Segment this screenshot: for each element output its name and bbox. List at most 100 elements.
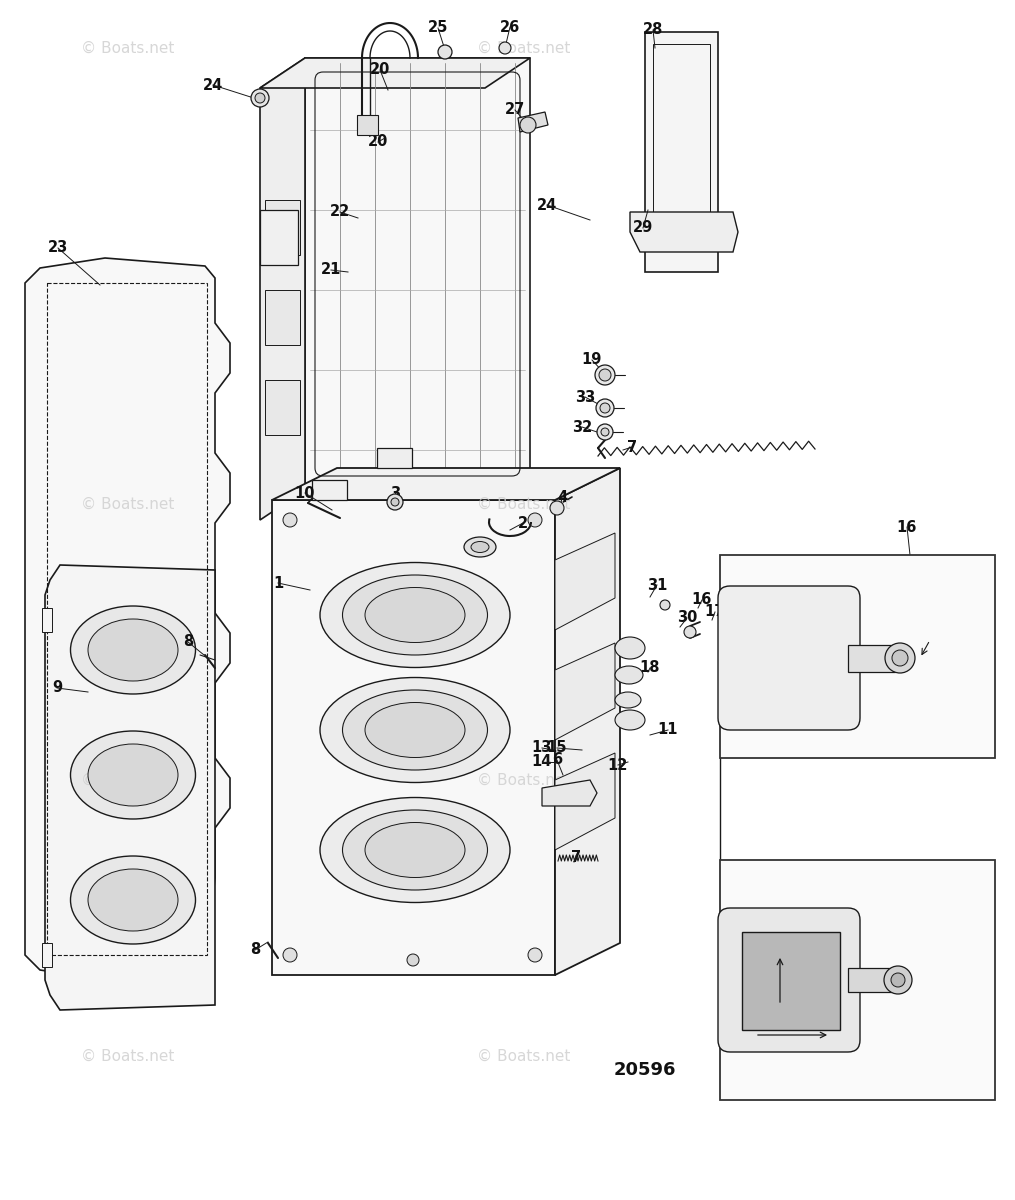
Circle shape bbox=[684, 626, 696, 638]
Circle shape bbox=[499, 42, 511, 54]
Circle shape bbox=[885, 643, 915, 673]
Polygon shape bbox=[555, 643, 615, 740]
Ellipse shape bbox=[471, 541, 489, 552]
Polygon shape bbox=[265, 290, 300, 346]
Polygon shape bbox=[720, 860, 995, 1100]
Polygon shape bbox=[42, 608, 52, 632]
Text: 16: 16 bbox=[692, 593, 713, 607]
Text: 13: 13 bbox=[532, 740, 552, 756]
Polygon shape bbox=[265, 200, 300, 254]
Polygon shape bbox=[742, 932, 840, 1030]
Text: 20596: 20596 bbox=[614, 1061, 676, 1079]
Ellipse shape bbox=[88, 744, 178, 806]
Circle shape bbox=[892, 650, 908, 666]
Polygon shape bbox=[377, 448, 412, 468]
Circle shape bbox=[600, 403, 610, 413]
Text: 21: 21 bbox=[321, 263, 341, 277]
Text: 14: 14 bbox=[837, 1044, 859, 1060]
Text: 32: 32 bbox=[571, 420, 592, 434]
Text: 8: 8 bbox=[250, 942, 260, 958]
Circle shape bbox=[660, 600, 670, 610]
Circle shape bbox=[251, 89, 269, 107]
Text: © Boats.net: © Boats.net bbox=[477, 1049, 570, 1063]
Polygon shape bbox=[848, 646, 895, 672]
Polygon shape bbox=[555, 754, 615, 850]
Text: 5: 5 bbox=[478, 539, 488, 553]
Circle shape bbox=[528, 514, 542, 527]
Text: 15: 15 bbox=[547, 740, 567, 756]
Text: © Boats.net: © Boats.net bbox=[477, 773, 570, 787]
Ellipse shape bbox=[342, 810, 487, 890]
Polygon shape bbox=[357, 115, 378, 134]
Polygon shape bbox=[260, 58, 304, 520]
Text: 11: 11 bbox=[658, 722, 678, 738]
Polygon shape bbox=[555, 468, 620, 974]
Ellipse shape bbox=[320, 798, 510, 902]
Circle shape bbox=[596, 398, 614, 416]
Text: 29: 29 bbox=[633, 221, 653, 235]
Text: © Boats.net: © Boats.net bbox=[81, 41, 175, 55]
Text: 26: 26 bbox=[499, 19, 520, 35]
Polygon shape bbox=[518, 112, 548, 132]
Text: 11: 11 bbox=[783, 563, 803, 577]
Ellipse shape bbox=[615, 692, 641, 708]
Text: 3: 3 bbox=[360, 860, 370, 876]
Text: 16: 16 bbox=[897, 520, 918, 534]
Text: 10: 10 bbox=[294, 486, 316, 500]
Text: 8: 8 bbox=[183, 635, 193, 649]
Text: 1: 1 bbox=[273, 576, 283, 590]
Polygon shape bbox=[272, 500, 555, 974]
Polygon shape bbox=[272, 468, 620, 500]
Circle shape bbox=[528, 948, 542, 962]
Polygon shape bbox=[265, 380, 300, 434]
Text: 20: 20 bbox=[369, 62, 390, 78]
Text: 23: 23 bbox=[48, 240, 68, 256]
Text: 18: 18 bbox=[893, 1043, 914, 1057]
Circle shape bbox=[520, 116, 536, 133]
Text: 13: 13 bbox=[818, 558, 838, 572]
Text: 17: 17 bbox=[704, 605, 725, 619]
Text: 31: 31 bbox=[647, 577, 667, 593]
Ellipse shape bbox=[365, 588, 465, 642]
Text: 6: 6 bbox=[552, 752, 562, 768]
Circle shape bbox=[550, 502, 564, 515]
FancyBboxPatch shape bbox=[718, 586, 860, 730]
Ellipse shape bbox=[320, 563, 510, 667]
Ellipse shape bbox=[615, 666, 642, 684]
Text: 25: 25 bbox=[427, 20, 449, 36]
Text: 12: 12 bbox=[608, 757, 628, 773]
Polygon shape bbox=[542, 780, 597, 806]
Ellipse shape bbox=[88, 869, 178, 931]
Text: 24: 24 bbox=[537, 198, 557, 212]
Text: 9: 9 bbox=[52, 680, 62, 696]
Polygon shape bbox=[645, 32, 718, 272]
Text: 20: 20 bbox=[367, 134, 388, 150]
Polygon shape bbox=[45, 565, 215, 1010]
Circle shape bbox=[597, 424, 613, 440]
Polygon shape bbox=[260, 58, 530, 88]
Ellipse shape bbox=[342, 690, 487, 770]
Text: © Boats.net: © Boats.net bbox=[477, 41, 570, 55]
Text: 7: 7 bbox=[570, 851, 581, 865]
Text: 7: 7 bbox=[627, 439, 637, 455]
Ellipse shape bbox=[70, 856, 196, 944]
Polygon shape bbox=[304, 58, 530, 490]
Ellipse shape bbox=[615, 710, 645, 730]
Ellipse shape bbox=[365, 822, 465, 877]
Text: © Boats.net: © Boats.net bbox=[81, 1049, 175, 1063]
Circle shape bbox=[599, 370, 611, 382]
Text: 12: 12 bbox=[780, 863, 800, 877]
Text: 4: 4 bbox=[557, 491, 567, 505]
Circle shape bbox=[595, 365, 615, 385]
Circle shape bbox=[407, 954, 419, 966]
Ellipse shape bbox=[70, 606, 196, 694]
Text: 24: 24 bbox=[203, 78, 223, 92]
Polygon shape bbox=[312, 480, 347, 500]
Circle shape bbox=[891, 973, 905, 986]
Text: © Boats.net: © Boats.net bbox=[81, 497, 175, 511]
Polygon shape bbox=[848, 968, 892, 992]
Circle shape bbox=[884, 966, 912, 994]
Ellipse shape bbox=[88, 619, 178, 680]
Polygon shape bbox=[25, 258, 230, 980]
Text: 17: 17 bbox=[918, 1044, 938, 1060]
